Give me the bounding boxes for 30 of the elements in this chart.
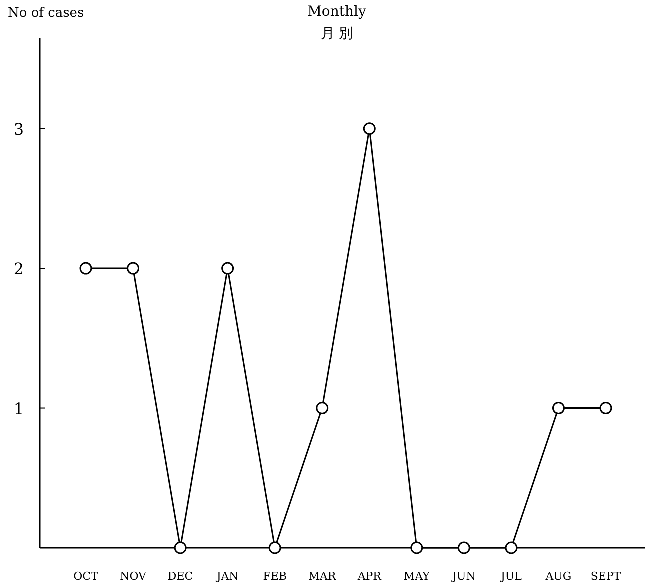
point bbox=[316, 402, 329, 415]
y-tick-label: 2 bbox=[14, 260, 24, 279]
point bbox=[80, 262, 92, 275]
point bbox=[600, 402, 612, 415]
point bbox=[505, 542, 518, 554]
chart-title: Monthly bbox=[308, 4, 366, 20]
x-tick-label: OCT bbox=[74, 570, 100, 583]
x-tick-label: JAN bbox=[216, 570, 240, 583]
y-tick-label: 3 bbox=[14, 120, 24, 139]
point bbox=[458, 542, 470, 554]
x-tick-label: JUN bbox=[452, 570, 476, 583]
x-tick-label: DEC bbox=[168, 570, 194, 583]
x-tick-label: APR bbox=[356, 570, 382, 583]
x-tick-label: JUL bbox=[500, 570, 523, 583]
point bbox=[363, 122, 376, 136]
chart-subtitle: 月 別 bbox=[320, 26, 354, 42]
y-axis-title: No of cases bbox=[8, 6, 84, 21]
point bbox=[268, 542, 282, 554]
x-tick-label: NOV bbox=[120, 570, 148, 583]
x-tick-label: MAY bbox=[404, 570, 431, 583]
point bbox=[552, 402, 565, 415]
x-tick-label: MAR bbox=[308, 570, 337, 583]
x-tick-label: AUG bbox=[544, 570, 572, 583]
point bbox=[174, 542, 187, 554]
point bbox=[410, 542, 424, 554]
point bbox=[222, 262, 234, 275]
point bbox=[127, 262, 140, 275]
y-tick-label: 1 bbox=[14, 399, 24, 418]
x-tick-label: FEB bbox=[263, 570, 287, 583]
x-tick-label: SEPT bbox=[590, 570, 622, 583]
